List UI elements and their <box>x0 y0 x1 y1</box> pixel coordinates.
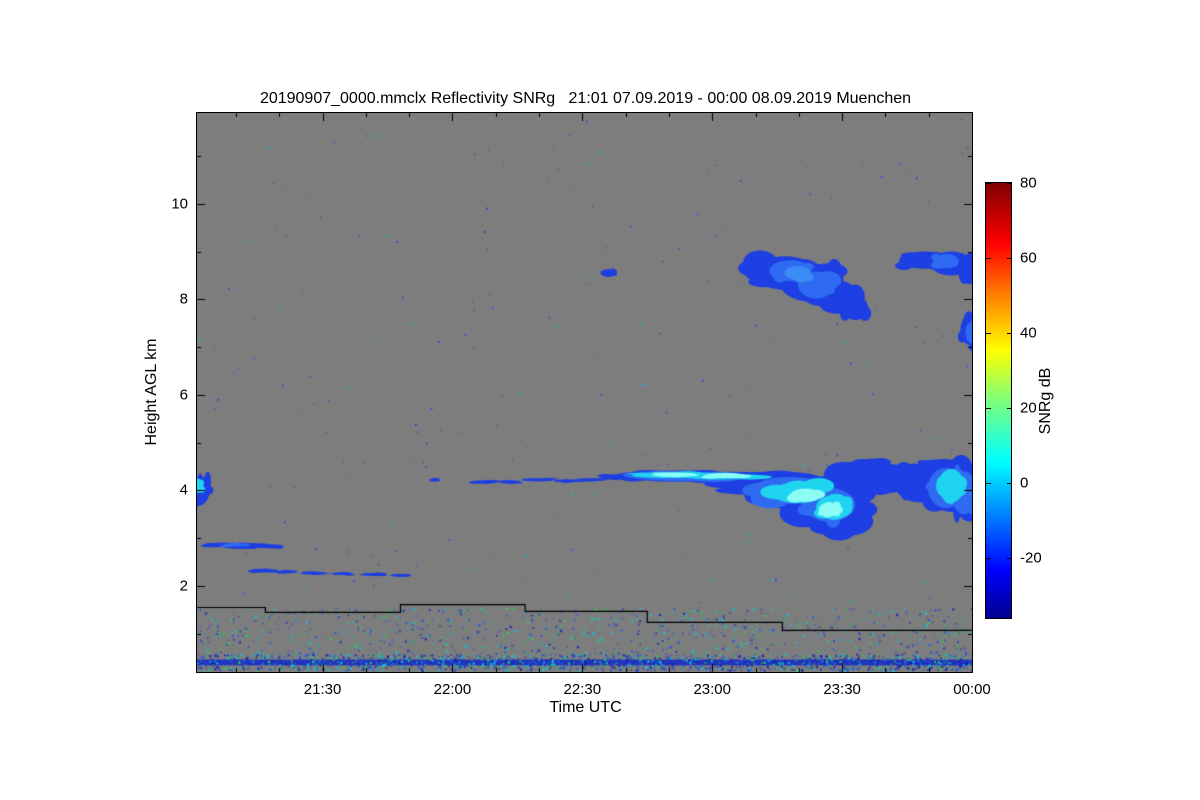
reflectivity-heatmap-canvas <box>197 113 972 672</box>
y-tick-label: 2 <box>179 577 188 595</box>
chart-title: 20190907_0000.mmclx Reflectivity SNRg 21… <box>259 90 912 107</box>
colorbar-label: SNRg dB <box>1037 367 1054 435</box>
x-tick-label: 23:00 <box>693 681 731 698</box>
colorbar-tick-label: 20 <box>1020 399 1037 417</box>
colorbar-tick-mark <box>986 333 991 334</box>
colorbar-tick-label: -20 <box>1020 549 1042 567</box>
colorbar <box>985 182 1012 619</box>
colorbar-tick-label: 40 <box>1020 324 1037 342</box>
colorbar-tick-mark <box>1007 483 1012 484</box>
colorbar-tick-label: 80 <box>1020 174 1037 192</box>
colorbar-tick-mark <box>986 558 991 559</box>
x-tick-label: 00:00 <box>953 681 991 698</box>
colorbar-tick-mark <box>986 258 991 259</box>
x-axis-label: Time UTC <box>549 699 622 716</box>
colorbar-tick-mark <box>1007 183 1012 184</box>
colorbar-tick-mark <box>986 183 991 184</box>
x-tick-label: 21:30 <box>303 681 342 698</box>
y-tick-label: 4 <box>179 481 188 499</box>
colorbar-tick-mark <box>1007 558 1012 559</box>
colorbar-tick-mark <box>986 408 991 409</box>
y-tick-label: 10 <box>171 195 188 213</box>
plot-area <box>196 112 973 673</box>
colorbar-tick-mark <box>1007 408 1012 409</box>
x-tick-label: 23:30 <box>823 681 861 698</box>
y-tick-label: 6 <box>179 386 188 404</box>
colorbar-tick-label: 0 <box>1020 474 1029 492</box>
colorbar-tick-mark <box>1007 258 1012 259</box>
y-tick-label: 8 <box>179 290 188 308</box>
colorbar-tick-label: 60 <box>1020 249 1037 267</box>
y-axis-label: Height AGL km <box>143 338 160 446</box>
colorbar-tick-mark <box>986 483 991 484</box>
x-tick-label: 22:30 <box>563 681 602 698</box>
colorbar-tick-mark <box>1007 333 1012 334</box>
x-tick-label: 22:00 <box>433 681 472 698</box>
